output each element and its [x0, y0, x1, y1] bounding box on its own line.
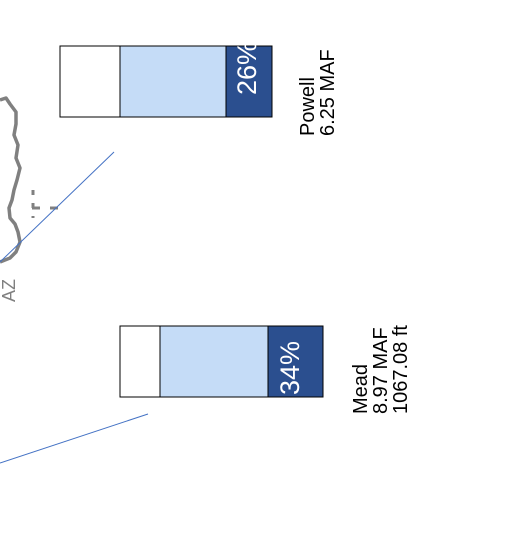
mead-capacity-segment: [159, 325, 269, 398]
powell-volume: 6.25 MAF: [317, 49, 339, 136]
arizona-border: [0, 96, 22, 264]
mead-percent: 34%: [275, 340, 305, 395]
mead-bar: [119, 325, 324, 398]
mead-label: Mead 8.97 MAF 1067.08 ft: [350, 325, 412, 414]
powell-full-segment: [225, 45, 273, 118]
mead-name: Mead: [350, 363, 372, 414]
river-line-lower: [0, 413, 149, 464]
state-label-az: AZ: [0, 278, 19, 302]
mead-elevation: 1067.08 ft: [390, 325, 412, 414]
mead-full-segment: [267, 325, 324, 398]
powell-name: Powell: [297, 77, 319, 136]
mead-empty-segment: [119, 325, 161, 398]
powell-capacity-segment: [119, 45, 227, 118]
powell-bar: [59, 45, 273, 118]
powell-percent: 26%: [232, 40, 262, 95]
powell-empty-segment: [59, 45, 121, 118]
mead-volume: 8.97 MAF: [370, 327, 392, 414]
river-line-upper: [0, 151, 115, 263]
powell-label: Powell 6.25 MAF: [297, 49, 339, 136]
